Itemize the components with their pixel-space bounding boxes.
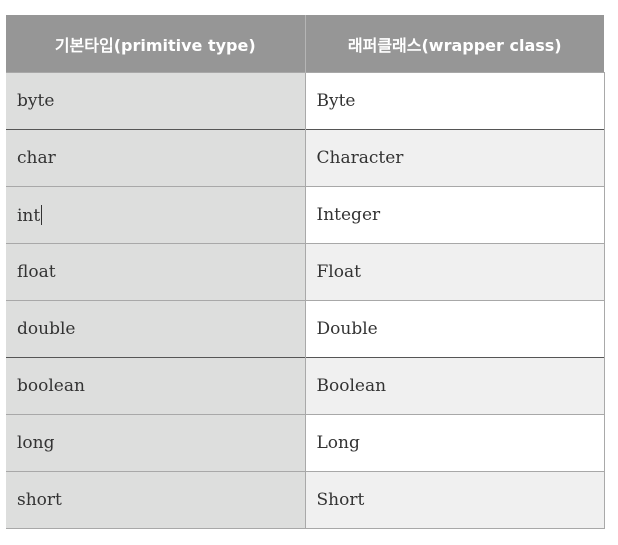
- primitive-type-cell: boolean: [6, 357, 306, 415]
- table-row: int Integer: [6, 186, 605, 244]
- wrapper-class-cell: Long: [305, 414, 605, 472]
- wrapper-class-cell: Short: [305, 471, 605, 529]
- primitive-type-text: int: [17, 205, 41, 226]
- wrapper-class-cell: Integer: [305, 186, 605, 244]
- primitive-type-cell: short: [6, 471, 306, 529]
- text-cursor: [41, 204, 43, 225]
- header-wrapper-class: 래퍼클래스(wrapper class): [305, 15, 604, 73]
- wrapper-class-cell: Boolean: [305, 357, 605, 415]
- table-row: char Character: [6, 129, 605, 187]
- primitive-type-cell: double: [6, 300, 306, 358]
- primitive-type-cell: long: [6, 414, 306, 472]
- wrapper-class-cell: Float: [305, 243, 605, 301]
- wrapper-class-cell: Double: [305, 300, 605, 358]
- primitive-type-cell[interactable]: int: [6, 186, 306, 244]
- primitive-wrapper-table: 기본타입(primitive type) 래퍼클래스(wrapper class…: [6, 15, 605, 529]
- wrapper-class-cell: Character: [305, 129, 605, 187]
- table-row: byte Byte: [6, 72, 605, 130]
- primitive-type-cell: char: [6, 129, 306, 187]
- table-row: long Long: [6, 414, 605, 472]
- primitive-type-cell: float: [6, 243, 306, 301]
- primitive-type-cell: byte: [6, 72, 306, 130]
- table-row: double Double: [6, 300, 605, 358]
- table-row: boolean Boolean: [6, 357, 605, 415]
- table-row: short Short: [6, 471, 605, 529]
- header-primitive-type: 기본타입(primitive type): [6, 15, 306, 73]
- table-header-row: 기본타입(primitive type) 래퍼클래스(wrapper class…: [6, 15, 604, 73]
- wrapper-class-cell: Byte: [305, 72, 605, 130]
- table-row: float Float: [6, 243, 605, 301]
